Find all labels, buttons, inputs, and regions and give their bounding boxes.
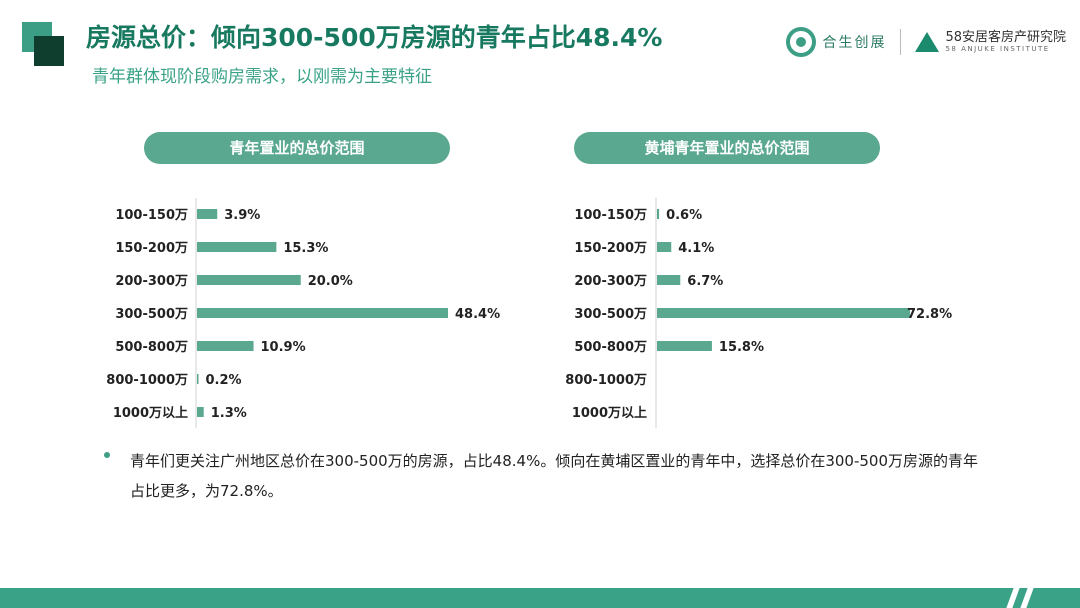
left-bar <box>197 374 199 384</box>
footer-band <box>0 588 1080 608</box>
left-category-label: 200-300万 <box>115 274 188 289</box>
left-bar <box>197 341 254 351</box>
left-value-label: 48.4% <box>455 307 500 322</box>
right-category-label: 500-800万 <box>574 340 647 355</box>
right-bar <box>657 308 910 318</box>
right-category-label: 100-150万 <box>574 208 647 223</box>
right-bar <box>657 275 681 285</box>
left-category-label: 100-150万 <box>115 208 188 223</box>
right-bar <box>657 341 712 351</box>
left-bar-chart: 100-150万 3.9% 150-200万 15.3% 200-300万 20.0% 30… <box>106 198 500 428</box>
right-value-label: 0.6% <box>666 208 702 223</box>
right-value-label: 72.8% <box>907 307 952 322</box>
anjuke-logo-subtext: 58 ANJUKE INSTITUTE <box>945 45 1050 53</box>
right-category-label: 200-300万 <box>574 274 647 289</box>
left-chart-title: 青年置业的总价范围 <box>144 132 450 164</box>
left-bar <box>197 308 448 318</box>
left-category-label: 800-1000万 <box>106 373 188 388</box>
left-bar <box>197 209 218 219</box>
decor-square-dark <box>34 36 64 66</box>
left-value-label: 15.3% <box>283 241 328 256</box>
left-category-label: 300-500万 <box>115 307 188 322</box>
logo-zone: 合生创展 58安居客房产研究院 58 ANJUKE INSTITUTE <box>786 24 1066 60</box>
right-category-label: 1000万以上 <box>572 406 647 421</box>
logo-divider <box>900 29 902 55</box>
left-bar <box>197 275 301 285</box>
left-value-label: 3.9% <box>224 208 260 223</box>
page-subtitle: 青年群体现阶段购房需求，以刚需为主要特征 <box>92 67 432 87</box>
right-bar <box>657 242 672 252</box>
hesheng-logo-icon <box>786 27 817 57</box>
right-bar <box>657 209 660 219</box>
left-value-label: 0.2% <box>206 373 242 388</box>
left-value-label: 1.3% <box>211 406 247 421</box>
left-bar <box>197 242 277 252</box>
anjuke-logo-text: 58安居客房产研究院 <box>945 30 1066 45</box>
anjuke-logo-icon <box>915 32 940 52</box>
right-category-label: 800-1000万 <box>565 373 647 388</box>
left-value-label: 20.0% <box>308 274 353 289</box>
right-category-label: 300-500万 <box>574 307 647 322</box>
right-chart-title: 黄埔青年置业的总价范围 <box>574 132 880 164</box>
right-bar-chart: 100-150万 0.6% 150-200万 4.1% 200-300万 6.7% 300-… <box>565 198 952 428</box>
right-category-label: 150-200万 <box>574 241 647 256</box>
right-value-label: 15.8% <box>719 340 764 355</box>
page-title: 房源总价：倾向300-500万房源的青年占比48.4% <box>86 23 663 52</box>
left-bar <box>197 407 204 417</box>
anjuke-logo: 58安居客房产研究院 58 ANJUKE INSTITUTE <box>915 31 1066 53</box>
left-category-label: 150-200万 <box>115 241 188 256</box>
summary-note: 青年们更关注广州地区总价在300-500万的房源，占比48.4%。倾向在黄埔区置… <box>130 452 979 500</box>
left-value-label: 10.9% <box>261 340 306 355</box>
hesheng-logo: 合生创展 <box>786 27 886 57</box>
left-category-label: 1000万以上 <box>113 406 188 421</box>
right-value-label: 6.7% <box>687 274 723 289</box>
note-bullet <box>104 452 110 458</box>
right-value-label: 4.1% <box>678 241 714 256</box>
hesheng-logo-text: 合生创展 <box>822 35 887 51</box>
left-category-label: 500-800万 <box>115 340 188 355</box>
